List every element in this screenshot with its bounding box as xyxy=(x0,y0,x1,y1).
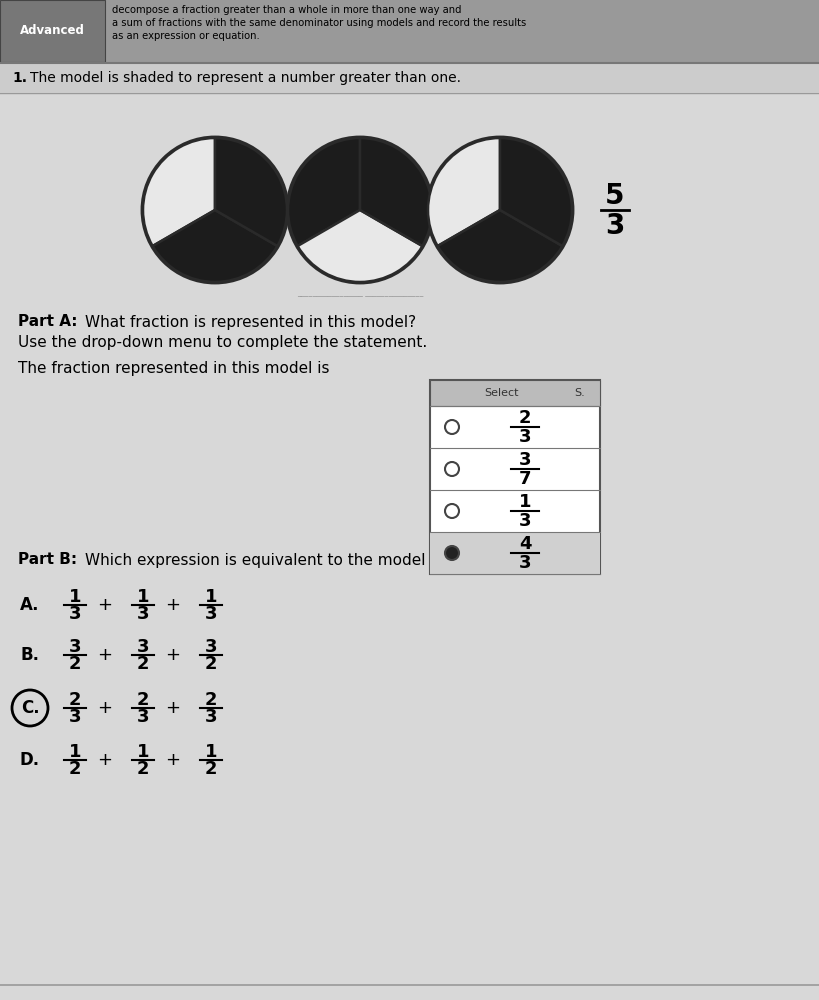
Text: 3: 3 xyxy=(137,708,149,726)
Text: A.: A. xyxy=(20,596,40,614)
Circle shape xyxy=(288,138,432,282)
Text: Advanced: Advanced xyxy=(20,24,85,37)
Circle shape xyxy=(445,462,459,476)
Text: a sum of fractions with the same denominator using models and record the results: a sum of fractions with the same denomin… xyxy=(112,18,527,28)
FancyBboxPatch shape xyxy=(430,532,600,574)
Text: 2: 2 xyxy=(69,655,81,673)
Text: C.: C. xyxy=(20,699,39,717)
Circle shape xyxy=(445,420,459,434)
Text: 1: 1 xyxy=(137,588,149,606)
Text: 3: 3 xyxy=(137,638,149,656)
Text: 2: 2 xyxy=(205,691,217,709)
Text: 3: 3 xyxy=(205,708,217,726)
Text: 2: 2 xyxy=(69,691,81,709)
Text: _________________ _______________: _________________ _______________ xyxy=(296,288,423,296)
Wedge shape xyxy=(428,138,500,246)
Text: 1: 1 xyxy=(518,493,532,511)
Text: 3: 3 xyxy=(205,638,217,656)
Text: 3: 3 xyxy=(518,451,532,469)
Text: Select: Select xyxy=(484,388,518,398)
Wedge shape xyxy=(152,210,278,282)
FancyBboxPatch shape xyxy=(430,380,600,574)
Wedge shape xyxy=(437,210,563,282)
Text: +: + xyxy=(97,596,112,614)
Text: 7: 7 xyxy=(518,470,532,488)
Text: 3: 3 xyxy=(605,212,625,240)
Text: +: + xyxy=(165,596,180,614)
FancyBboxPatch shape xyxy=(0,0,105,62)
Text: 2: 2 xyxy=(137,691,149,709)
Text: 4: 4 xyxy=(518,535,532,553)
Text: +: + xyxy=(165,646,180,664)
Wedge shape xyxy=(360,138,432,246)
Text: 3: 3 xyxy=(69,638,81,656)
Text: What fraction is represented in this model?: What fraction is represented in this mod… xyxy=(85,314,416,330)
Text: Part B:: Part B: xyxy=(18,552,77,568)
Text: +: + xyxy=(97,699,112,717)
Circle shape xyxy=(143,138,287,282)
Text: 2: 2 xyxy=(137,760,149,778)
Wedge shape xyxy=(500,138,572,246)
Text: 1: 1 xyxy=(205,743,217,761)
Text: The fraction represented in this model is: The fraction represented in this model i… xyxy=(18,360,329,375)
Text: 1: 1 xyxy=(137,743,149,761)
Text: 3: 3 xyxy=(69,708,81,726)
Text: +: + xyxy=(165,699,180,717)
Text: 1.: 1. xyxy=(12,71,27,85)
FancyBboxPatch shape xyxy=(0,0,819,62)
Wedge shape xyxy=(143,138,215,246)
Text: decompose a fraction greater than a whole in more than one way and: decompose a fraction greater than a whol… xyxy=(112,5,461,15)
Text: S.: S. xyxy=(574,388,585,398)
Text: as an expression or equation.: as an expression or equation. xyxy=(112,31,260,41)
Text: 3: 3 xyxy=(518,554,532,572)
Text: B.: B. xyxy=(20,646,39,664)
Text: 3: 3 xyxy=(137,605,149,623)
Circle shape xyxy=(445,546,459,560)
Text: Which expression is equivalent to the model above?: Which expression is equivalent to the mo… xyxy=(85,552,486,568)
Text: +: + xyxy=(165,751,180,769)
Text: 2: 2 xyxy=(69,760,81,778)
Text: +: + xyxy=(97,751,112,769)
Text: 2: 2 xyxy=(205,655,217,673)
Text: 3: 3 xyxy=(518,512,532,530)
Text: 2: 2 xyxy=(518,409,532,427)
FancyBboxPatch shape xyxy=(430,380,600,406)
Text: 2: 2 xyxy=(137,655,149,673)
Circle shape xyxy=(428,138,572,282)
Text: Use the drop-down menu to complete the statement.: Use the drop-down menu to complete the s… xyxy=(18,334,428,350)
FancyBboxPatch shape xyxy=(0,64,819,92)
Text: Part A:: Part A: xyxy=(18,314,78,330)
Circle shape xyxy=(445,504,459,518)
Text: 1: 1 xyxy=(69,588,81,606)
Text: The model is shaded to represent a number greater than one.: The model is shaded to represent a numbe… xyxy=(30,71,461,85)
Text: 3: 3 xyxy=(518,428,532,446)
Text: 2: 2 xyxy=(205,760,217,778)
Wedge shape xyxy=(297,210,423,282)
Wedge shape xyxy=(215,138,287,246)
Text: 1: 1 xyxy=(205,588,217,606)
Wedge shape xyxy=(288,138,360,246)
Text: D.: D. xyxy=(20,751,40,769)
Text: 3: 3 xyxy=(205,605,217,623)
Text: +: + xyxy=(97,646,112,664)
Text: 3: 3 xyxy=(69,605,81,623)
Text: 1: 1 xyxy=(69,743,81,761)
Text: 5: 5 xyxy=(605,182,625,210)
